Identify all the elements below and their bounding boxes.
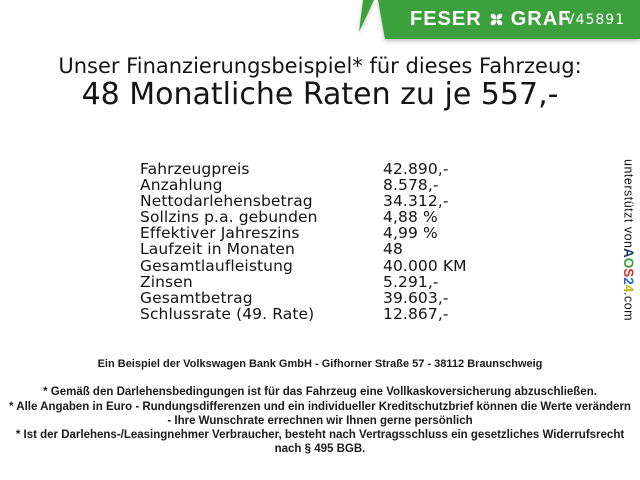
finance-value: 4,99 % [383, 224, 438, 243]
aos24-letter: 2 [621, 277, 636, 285]
clover-x-icon [488, 11, 505, 28]
ribbon-flag-shape [359, 0, 374, 32]
finance-value: 12.867,- [383, 304, 449, 323]
table-row: Sollzins p.a. gebunden 4,88 % [140, 209, 580, 225]
table-row: Zinsen 5.291,- [140, 274, 580, 290]
ribbon-banner: FESER GRAF V45891 [378, 0, 640, 39]
finance-label: Gesamtlaufleistung [140, 256, 293, 275]
monthly-rate-heading: 48 Monatliche Raten zu je 557,- [81, 77, 559, 112]
finance-label: Zinsen [140, 272, 193, 291]
finance-value: 48 [383, 240, 403, 259]
finance-value: 40.000 KM [383, 256, 467, 275]
supported-by-text: unterstützt von [621, 158, 636, 249]
brand-name-second: GRAF [510, 8, 572, 30]
finance-value: 42.890,- [383, 160, 449, 178]
table-row: Effektiver Jahreszins 4,99 % [140, 225, 580, 241]
table-row: Fahrzeugpreis 42.890,- [140, 161, 580, 177]
bank-example-line: Ein Beispiel der Volkswagen Bank GmbH - … [97, 358, 543, 370]
finance-label: Effektiver Jahreszins [140, 224, 300, 243]
disclaimer-withdrawal-right: * Ist der Darlehens-/Leasingnehmer Verbr… [15, 429, 625, 456]
aos24-letter: A [621, 248, 636, 258]
aos24-letter: O [621, 257, 636, 269]
table-row: Gesamtbetrag 39.603,- [140, 290, 580, 306]
table-row: Schlussrate (49. Rate) 12.867,- [140, 306, 580, 322]
disclaimer-block: * Gemäß den Darlehensbedingungen ist für… [8, 386, 632, 458]
finance-label: Nettodarlehensbetrag [140, 192, 313, 211]
finance-label: Gesamtbetrag [140, 288, 253, 307]
finance-value: 39.603,- [383, 288, 449, 307]
brand-logo: FESER GRAF [410, 8, 571, 31]
finance-value: 4,88 % [383, 208, 438, 227]
finance-table: Fahrzeugpreis 42.890,- Anzahlung 8.578,-… [140, 161, 580, 322]
aos24-letter: S [621, 268, 636, 278]
aos24-logo: AOS24 [621, 248, 636, 292]
table-row: Laufzeit in Monaten 48 [140, 241, 580, 257]
finance-value: 8.578,- [383, 176, 439, 195]
disclaimer-insurance: * Gemäß den Darlehensbedingungen ist für… [43, 386, 597, 398]
finance-value: 5.291,- [383, 272, 439, 291]
vehicle-code: V45891 [565, 12, 626, 28]
finance-label: Laufzeit in Monaten [140, 240, 295, 259]
brand-name-first: FESER [410, 8, 482, 30]
header-ribbon: FESER GRAF V45891 [0, 0, 640, 44]
table-row: Nettodarlehensbetrag 34.312,- [140, 193, 580, 209]
table-row: Gesamtlaufleistung 40.000 KM [140, 256, 580, 275]
disclaimer-euro-rounding: * Alle Angaben in Euro - Rundungsdiffere… [9, 400, 631, 427]
aos24-domain-suffix: .com [621, 292, 636, 322]
aos24-letter: 4 [621, 284, 636, 293]
table-row: Anzahlung 8.578,- [140, 177, 580, 193]
finance-label: Schlussrate (49. Rate) [140, 304, 315, 323]
finance-label: Sollzins p.a. gebunden [140, 208, 318, 227]
finance-label: Fahrzeugpreis [140, 160, 250, 178]
finance-label: Anzahlung [140, 176, 223, 195]
finance-value: 34.312,- [383, 192, 449, 211]
financing-example-heading: Unser Finanzierungsbeispiel* für dieses … [58, 54, 582, 78]
supported-by-banner: unterstützt von AOS24 .com [621, 0, 636, 480]
